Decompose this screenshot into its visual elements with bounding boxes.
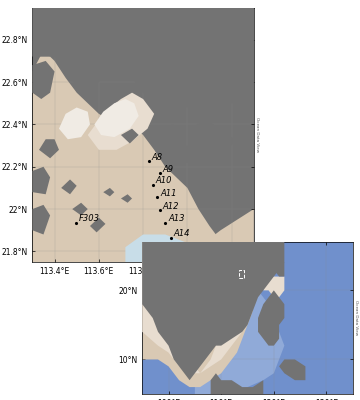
Polygon shape bbox=[72, 203, 88, 216]
Text: A13: A13 bbox=[168, 214, 185, 224]
Polygon shape bbox=[263, 276, 284, 297]
Polygon shape bbox=[192, 120, 214, 135]
Polygon shape bbox=[142, 242, 284, 380]
Polygon shape bbox=[39, 139, 59, 158]
Text: Ocean Data View: Ocean Data View bbox=[255, 118, 259, 152]
Polygon shape bbox=[59, 108, 90, 139]
Polygon shape bbox=[184, 297, 226, 373]
Polygon shape bbox=[161, 124, 183, 141]
Polygon shape bbox=[32, 50, 254, 262]
Polygon shape bbox=[279, 360, 305, 380]
Polygon shape bbox=[121, 129, 139, 144]
Polygon shape bbox=[90, 218, 105, 232]
Polygon shape bbox=[103, 188, 114, 196]
Polygon shape bbox=[195, 270, 284, 394]
Polygon shape bbox=[32, 61, 55, 99]
Polygon shape bbox=[214, 135, 236, 150]
Polygon shape bbox=[32, 167, 50, 194]
Polygon shape bbox=[61, 180, 77, 194]
Text: F303: F303 bbox=[78, 214, 99, 224]
Text: A14: A14 bbox=[174, 229, 190, 238]
Polygon shape bbox=[274, 256, 284, 276]
Polygon shape bbox=[176, 146, 198, 162]
Text: A9: A9 bbox=[162, 165, 174, 174]
Polygon shape bbox=[211, 373, 263, 394]
Bar bbox=[239, 270, 244, 278]
Text: A12: A12 bbox=[162, 202, 179, 211]
Polygon shape bbox=[121, 194, 132, 203]
Text: Ocean Data View: Ocean Data View bbox=[354, 300, 358, 336]
Polygon shape bbox=[125, 234, 198, 262]
Polygon shape bbox=[210, 8, 254, 103]
Polygon shape bbox=[32, 8, 254, 108]
Polygon shape bbox=[39, 18, 55, 57]
Text: A8: A8 bbox=[152, 153, 162, 162]
Polygon shape bbox=[216, 290, 226, 304]
Polygon shape bbox=[32, 205, 50, 234]
Polygon shape bbox=[258, 290, 284, 346]
Text: A10: A10 bbox=[156, 176, 172, 185]
Text: A11: A11 bbox=[160, 189, 177, 198]
Polygon shape bbox=[142, 242, 253, 387]
Polygon shape bbox=[94, 99, 139, 137]
Polygon shape bbox=[188, 209, 254, 262]
Polygon shape bbox=[142, 242, 248, 373]
Polygon shape bbox=[88, 93, 154, 150]
